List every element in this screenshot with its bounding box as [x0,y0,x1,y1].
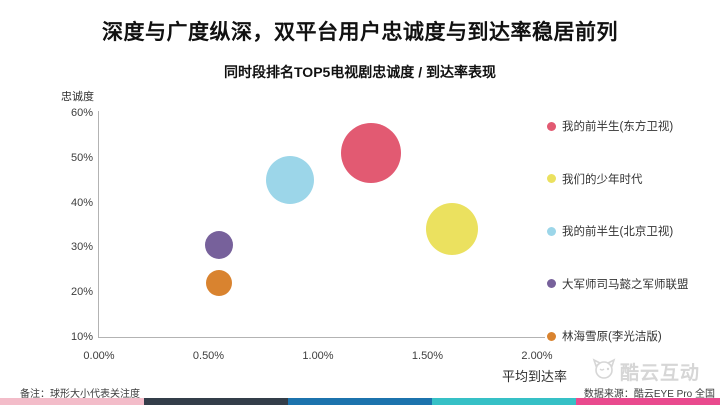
chart-bubble [205,231,234,260]
y-tick-label: 20% [70,286,93,299]
legend-dot-icon [547,279,556,288]
legend-label: 林海雪原(李光洁版) [562,331,662,343]
footnote: 备注：球形大小代表关注度 [20,389,140,400]
legend-dot-icon [547,174,556,183]
chart-bubble [340,123,401,184]
chart-bubble [425,203,478,256]
legend-dot-icon [547,226,556,236]
legend-label: 我的前半生(东方卫视) [562,121,674,133]
kuyun-logo: 酷云互动 [591,357,700,386]
x-tick-label: 0.00% [83,350,115,362]
x-tick-label: 0.50% [192,350,225,362]
stripe-segment [432,398,576,405]
legend-item: 我的前半生(东方卫视) [547,118,673,134]
x-axis-line [98,337,545,338]
chart-bubble [206,270,233,297]
legend-item: 我的前半生(北京卫视) [547,223,673,239]
page-title: 深度与广度纵深，双平台用户忠诚度与到达率稳居前列 [102,21,618,44]
y-tick-label: 10% [70,331,93,343]
x-tick-label: 1.00% [302,350,334,362]
x-tick-label: 1.50% [411,350,444,362]
y-axis-line [98,111,99,337]
legend-label: 我的前半生(北京卫视) [562,226,674,238]
chart-bubble [265,156,314,205]
y-tick-label: 60% [70,107,93,119]
stripe-segment [576,398,720,405]
stripe-segment [288,398,432,405]
x-axis-title: 平均到达率 [502,369,568,384]
stripe-segment [0,398,144,405]
data-source: 数据来源：酷云EYE Pro 全国 [583,389,715,400]
y-axis-title: 忠诚度 [61,91,94,103]
legend-dot-icon [547,331,556,341]
legend-label: 大军师司马懿之军师联盟 [562,278,689,291]
kuyun-logo-text: 酷云互动 [620,363,701,384]
legend-label: 我们的少年时代 [562,173,643,186]
legend-item: 林海雪原(李光洁版) [547,328,662,344]
legend-item: 我们的少年时代 [547,171,643,187]
y-tick-label: 30% [70,241,93,254]
y-tick-label: 40% [70,196,93,209]
legend-dot-icon [547,121,556,131]
stripe-segment [144,398,288,405]
x-tick-label: 2.00% [521,350,553,362]
legend-item: 大军师司马懿之军师联盟 [547,276,689,292]
footer-color-stripe [0,398,720,405]
y-tick-label: 50% [70,151,93,164]
kuyun-cat-logo-icon [591,357,617,386]
chart-subtitle: 同时段排名TOP5电视剧忠诚度 / 到达率表现 [224,64,496,80]
